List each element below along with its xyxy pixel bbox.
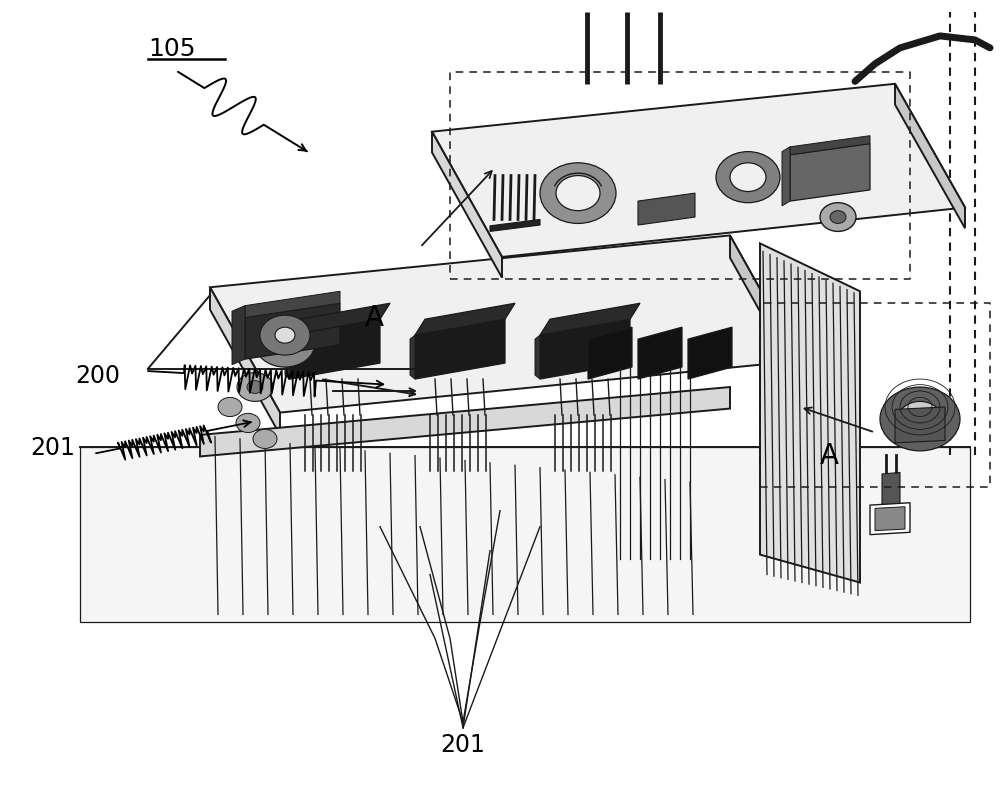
Polygon shape xyxy=(210,235,800,413)
Circle shape xyxy=(253,429,277,448)
Polygon shape xyxy=(80,447,970,622)
Polygon shape xyxy=(245,291,340,318)
Circle shape xyxy=(716,152,780,203)
Text: 201: 201 xyxy=(441,733,485,757)
Circle shape xyxy=(255,319,315,367)
Polygon shape xyxy=(415,319,505,379)
Polygon shape xyxy=(285,335,290,379)
Polygon shape xyxy=(290,319,380,379)
Polygon shape xyxy=(782,147,790,206)
Polygon shape xyxy=(210,287,280,435)
Text: 200: 200 xyxy=(75,364,120,388)
Circle shape xyxy=(820,203,856,231)
Circle shape xyxy=(237,373,273,401)
Polygon shape xyxy=(265,329,305,343)
Polygon shape xyxy=(790,144,870,201)
Text: 201: 201 xyxy=(30,436,75,460)
Text: 105: 105 xyxy=(148,37,196,61)
Circle shape xyxy=(275,327,295,343)
Circle shape xyxy=(271,332,299,354)
Circle shape xyxy=(898,401,942,437)
Polygon shape xyxy=(490,219,540,231)
Polygon shape xyxy=(895,407,945,443)
Circle shape xyxy=(730,163,766,192)
Polygon shape xyxy=(588,327,632,379)
Polygon shape xyxy=(535,335,540,379)
Circle shape xyxy=(880,387,960,451)
Polygon shape xyxy=(638,193,695,225)
Polygon shape xyxy=(432,132,502,278)
Polygon shape xyxy=(232,306,245,365)
Circle shape xyxy=(218,397,242,417)
Polygon shape xyxy=(410,335,415,379)
Circle shape xyxy=(236,413,260,433)
Polygon shape xyxy=(790,136,870,155)
Polygon shape xyxy=(432,84,965,257)
Polygon shape xyxy=(730,235,800,383)
Text: A: A xyxy=(820,442,839,471)
Polygon shape xyxy=(245,303,340,359)
Polygon shape xyxy=(638,327,682,379)
Polygon shape xyxy=(760,243,860,583)
Polygon shape xyxy=(290,303,390,335)
Polygon shape xyxy=(882,472,900,519)
Circle shape xyxy=(830,211,846,223)
Polygon shape xyxy=(688,327,732,379)
Polygon shape xyxy=(875,507,905,531)
Text: A: A xyxy=(365,303,384,332)
Polygon shape xyxy=(895,84,965,228)
Polygon shape xyxy=(870,503,910,535)
Circle shape xyxy=(540,163,616,223)
Polygon shape xyxy=(415,303,515,335)
Polygon shape xyxy=(540,319,630,379)
Circle shape xyxy=(260,315,310,355)
Polygon shape xyxy=(540,303,640,335)
Polygon shape xyxy=(200,387,730,456)
Circle shape xyxy=(247,381,263,393)
Circle shape xyxy=(556,176,600,211)
